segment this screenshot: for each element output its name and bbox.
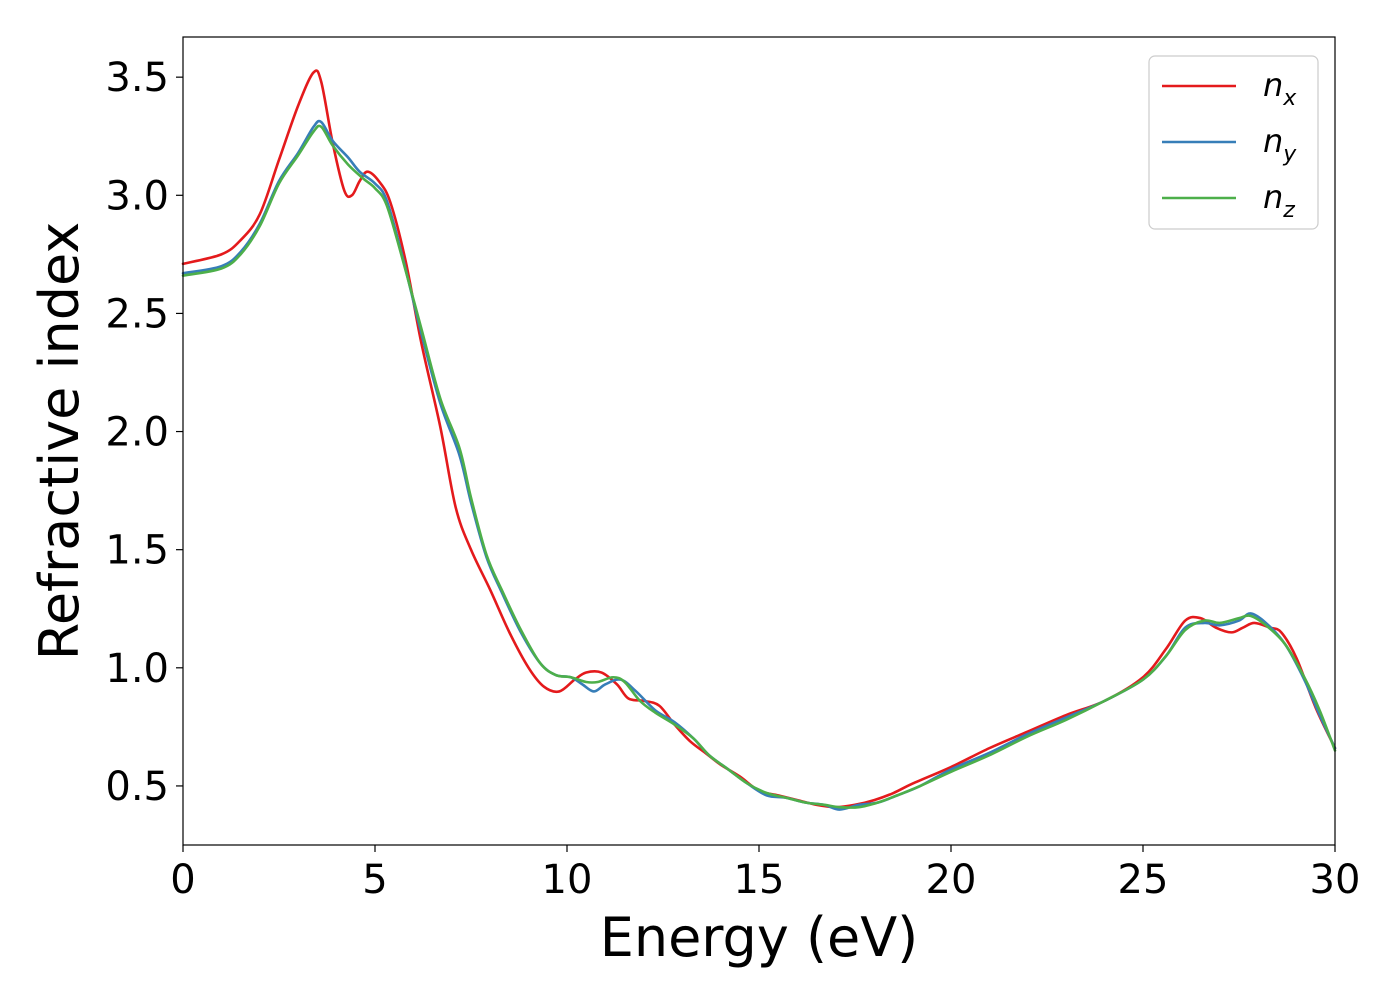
y-tick-label: 3.5	[105, 55, 169, 101]
y-tick-label: 1.0	[105, 646, 169, 692]
legend-subscript: x	[1282, 86, 1297, 111]
x-tick-label: 25	[1118, 857, 1169, 903]
y-tick-label: 3.0	[105, 173, 169, 219]
y-tick-label: 0.5	[105, 764, 169, 810]
y-tick-label: 2.5	[105, 291, 169, 337]
legend-subscript: z	[1282, 198, 1295, 223]
x-tick-label: 5	[362, 857, 387, 903]
x-tick-label: 10	[542, 857, 593, 903]
x-tick-label: 0	[170, 857, 195, 903]
x-tick-label: 20	[926, 857, 977, 903]
y-axis-ticks: 0.5 1.0 1.5 2.0 2.5 3.0 3.5	[105, 55, 183, 810]
legend-subscript: y	[1282, 142, 1297, 167]
series-line-n-z	[181, 124, 1337, 809]
y-tick-label: 2.0	[105, 410, 169, 456]
y-axis-title: Refractive index	[28, 222, 91, 661]
y-tick-label: 1.5	[105, 528, 169, 574]
x-tick-label: 30	[1310, 857, 1361, 903]
series-line-n-x	[181, 69, 1337, 809]
series-layer	[181, 69, 1337, 811]
plot-area	[183, 37, 1335, 845]
x-axis-title: Energy (eV)	[600, 906, 919, 969]
x-tick-label: 15	[734, 857, 785, 903]
x-axis-ticks: 0 5 10 15 20 25 30	[170, 845, 1360, 903]
